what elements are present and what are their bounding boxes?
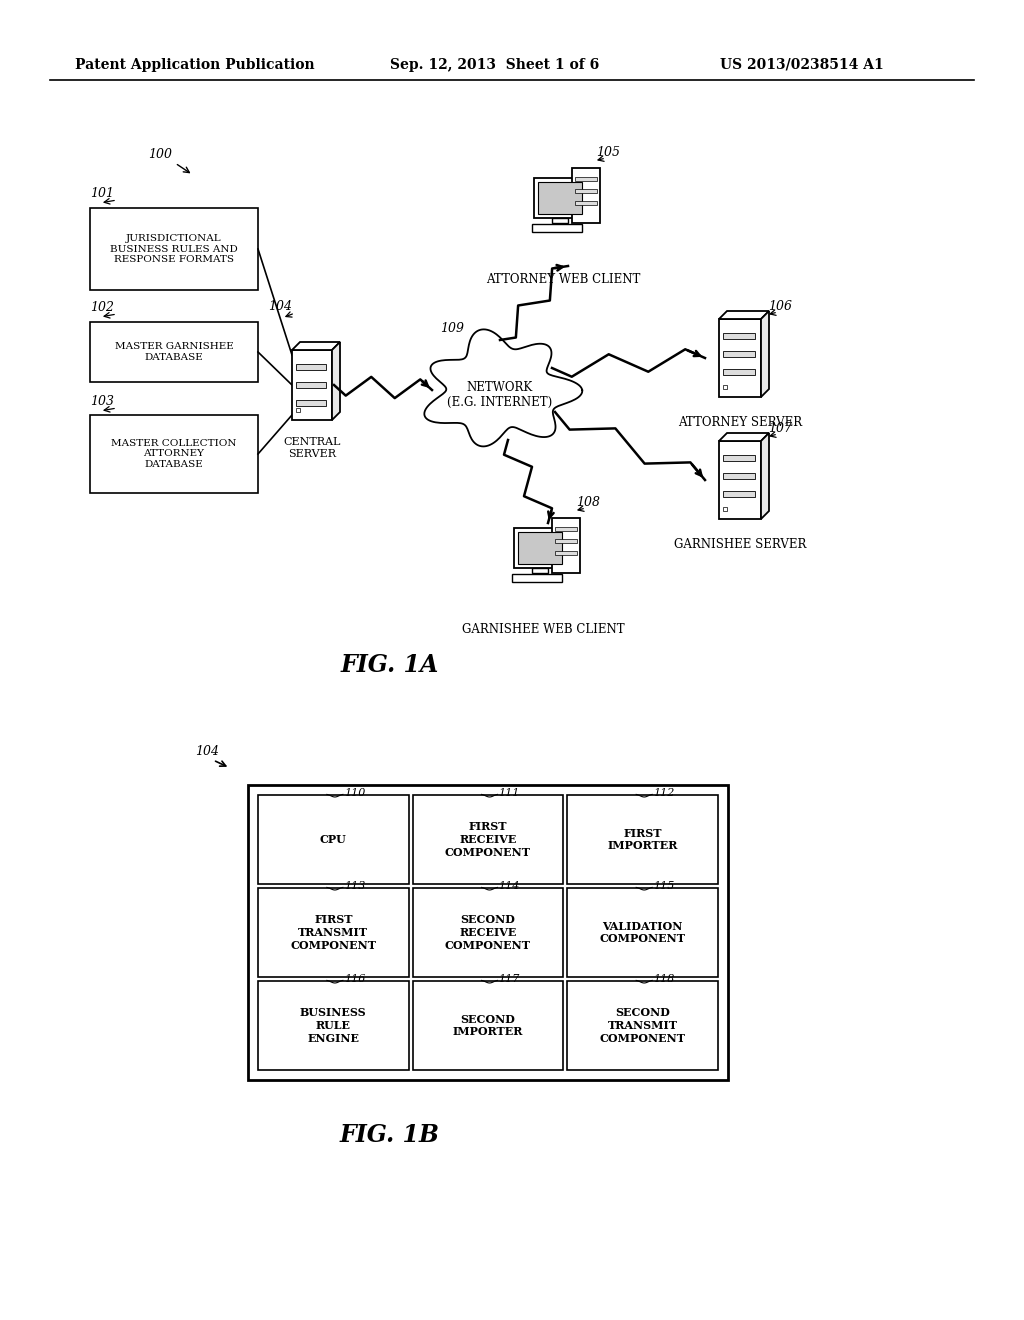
FancyBboxPatch shape bbox=[575, 189, 597, 193]
FancyBboxPatch shape bbox=[555, 550, 577, 554]
FancyBboxPatch shape bbox=[555, 539, 577, 543]
FancyBboxPatch shape bbox=[258, 981, 409, 1071]
Text: FIRST
TRANSMIT
COMPONENT: FIRST TRANSMIT COMPONENT bbox=[291, 915, 377, 950]
FancyBboxPatch shape bbox=[292, 350, 332, 420]
Text: VALIDATION
COMPONENT: VALIDATION COMPONENT bbox=[600, 920, 686, 944]
FancyBboxPatch shape bbox=[534, 178, 586, 218]
FancyBboxPatch shape bbox=[723, 455, 755, 461]
FancyBboxPatch shape bbox=[538, 182, 582, 214]
Text: 115: 115 bbox=[653, 880, 675, 891]
FancyBboxPatch shape bbox=[552, 517, 580, 573]
FancyBboxPatch shape bbox=[413, 795, 563, 884]
Text: FIRST
IMPORTER: FIRST IMPORTER bbox=[607, 828, 678, 851]
Text: 109: 109 bbox=[440, 322, 464, 335]
FancyBboxPatch shape bbox=[90, 322, 258, 381]
Text: 103: 103 bbox=[90, 395, 114, 408]
Text: SECOND
RECEIVE
COMPONENT: SECOND RECEIVE COMPONENT bbox=[445, 915, 531, 950]
Text: GARNISHEE SERVER: GARNISHEE SERVER bbox=[674, 539, 806, 550]
FancyBboxPatch shape bbox=[413, 981, 563, 1071]
Text: 106: 106 bbox=[768, 300, 792, 313]
Text: 107: 107 bbox=[768, 422, 792, 436]
FancyBboxPatch shape bbox=[248, 785, 728, 1080]
Text: 116: 116 bbox=[344, 974, 366, 983]
FancyBboxPatch shape bbox=[413, 888, 563, 977]
Text: ATTORNEY WEB CLIENT: ATTORNEY WEB CLIENT bbox=[485, 273, 640, 286]
Text: SECOND
IMPORTER: SECOND IMPORTER bbox=[453, 1014, 523, 1038]
FancyBboxPatch shape bbox=[723, 333, 755, 339]
FancyBboxPatch shape bbox=[567, 888, 718, 977]
FancyBboxPatch shape bbox=[258, 795, 409, 884]
Text: NETWORK
(E.G. INTERNET): NETWORK (E.G. INTERNET) bbox=[447, 381, 553, 409]
FancyBboxPatch shape bbox=[723, 370, 755, 375]
Text: FIG. 1A: FIG. 1A bbox=[341, 653, 439, 677]
FancyBboxPatch shape bbox=[723, 351, 755, 356]
Text: ATTORNEY SERVER: ATTORNEY SERVER bbox=[678, 416, 802, 429]
Text: 117: 117 bbox=[499, 974, 520, 983]
FancyBboxPatch shape bbox=[555, 527, 577, 531]
Text: Patent Application Publication: Patent Application Publication bbox=[75, 58, 314, 73]
Polygon shape bbox=[292, 342, 340, 350]
Text: CENTRAL
SERVER: CENTRAL SERVER bbox=[284, 437, 341, 458]
Text: 118: 118 bbox=[653, 974, 675, 983]
Polygon shape bbox=[719, 312, 769, 319]
Text: 100: 100 bbox=[148, 148, 172, 161]
Text: GARNISHEE WEB CLIENT: GARNISHEE WEB CLIENT bbox=[462, 623, 625, 636]
Text: 112: 112 bbox=[653, 788, 675, 799]
Text: CPU: CPU bbox=[319, 834, 347, 845]
Polygon shape bbox=[761, 312, 769, 397]
Text: FIG. 1B: FIG. 1B bbox=[340, 1123, 440, 1147]
Text: MASTER COLLECTION
ATTORNEY
DATABASE: MASTER COLLECTION ATTORNEY DATABASE bbox=[112, 440, 237, 469]
FancyBboxPatch shape bbox=[518, 532, 562, 564]
Polygon shape bbox=[719, 433, 769, 441]
Text: US 2013/0238514 A1: US 2013/0238514 A1 bbox=[720, 58, 884, 73]
FancyBboxPatch shape bbox=[296, 400, 326, 407]
Text: 104: 104 bbox=[195, 744, 219, 758]
Text: 101: 101 bbox=[90, 187, 114, 201]
FancyBboxPatch shape bbox=[575, 177, 597, 181]
Text: BUSINESS
RULE
ENGINE: BUSINESS RULE ENGINE bbox=[300, 1007, 367, 1044]
Text: 102: 102 bbox=[90, 301, 114, 314]
Text: SECOND
TRANSMIT
COMPONENT: SECOND TRANSMIT COMPONENT bbox=[600, 1007, 686, 1044]
Text: Sep. 12, 2013  Sheet 1 of 6: Sep. 12, 2013 Sheet 1 of 6 bbox=[390, 58, 599, 73]
FancyBboxPatch shape bbox=[723, 473, 755, 479]
Text: MASTER GARNISHEE
DATABASE: MASTER GARNISHEE DATABASE bbox=[115, 342, 233, 362]
Text: FIRST
RECEIVE
COMPONENT: FIRST RECEIVE COMPONENT bbox=[445, 821, 531, 858]
FancyBboxPatch shape bbox=[567, 981, 718, 1071]
FancyBboxPatch shape bbox=[567, 795, 718, 884]
FancyBboxPatch shape bbox=[532, 568, 548, 573]
FancyBboxPatch shape bbox=[296, 408, 300, 412]
FancyBboxPatch shape bbox=[552, 218, 568, 223]
Text: 104: 104 bbox=[268, 300, 292, 313]
FancyBboxPatch shape bbox=[532, 224, 582, 232]
Text: JURISDICTIONAL
BUSINESS RULES AND
RESPONSE FORMATS: JURISDICTIONAL BUSINESS RULES AND RESPON… bbox=[111, 234, 238, 264]
FancyBboxPatch shape bbox=[90, 209, 258, 290]
FancyBboxPatch shape bbox=[258, 888, 409, 977]
Polygon shape bbox=[424, 330, 583, 446]
FancyBboxPatch shape bbox=[575, 201, 597, 205]
FancyBboxPatch shape bbox=[719, 441, 761, 519]
FancyBboxPatch shape bbox=[723, 507, 727, 511]
Text: 111: 111 bbox=[499, 788, 520, 799]
FancyBboxPatch shape bbox=[723, 385, 727, 389]
Text: 113: 113 bbox=[344, 880, 366, 891]
FancyBboxPatch shape bbox=[572, 168, 600, 223]
Polygon shape bbox=[332, 342, 340, 420]
FancyBboxPatch shape bbox=[719, 319, 761, 397]
Text: 105: 105 bbox=[596, 147, 620, 158]
FancyBboxPatch shape bbox=[90, 414, 258, 492]
FancyBboxPatch shape bbox=[296, 381, 326, 388]
FancyBboxPatch shape bbox=[296, 364, 326, 370]
FancyBboxPatch shape bbox=[512, 574, 562, 582]
Polygon shape bbox=[761, 433, 769, 519]
Text: 114: 114 bbox=[499, 880, 520, 891]
FancyBboxPatch shape bbox=[723, 491, 755, 498]
Text: 108: 108 bbox=[575, 496, 600, 510]
Text: 110: 110 bbox=[344, 788, 366, 799]
FancyBboxPatch shape bbox=[514, 528, 566, 568]
